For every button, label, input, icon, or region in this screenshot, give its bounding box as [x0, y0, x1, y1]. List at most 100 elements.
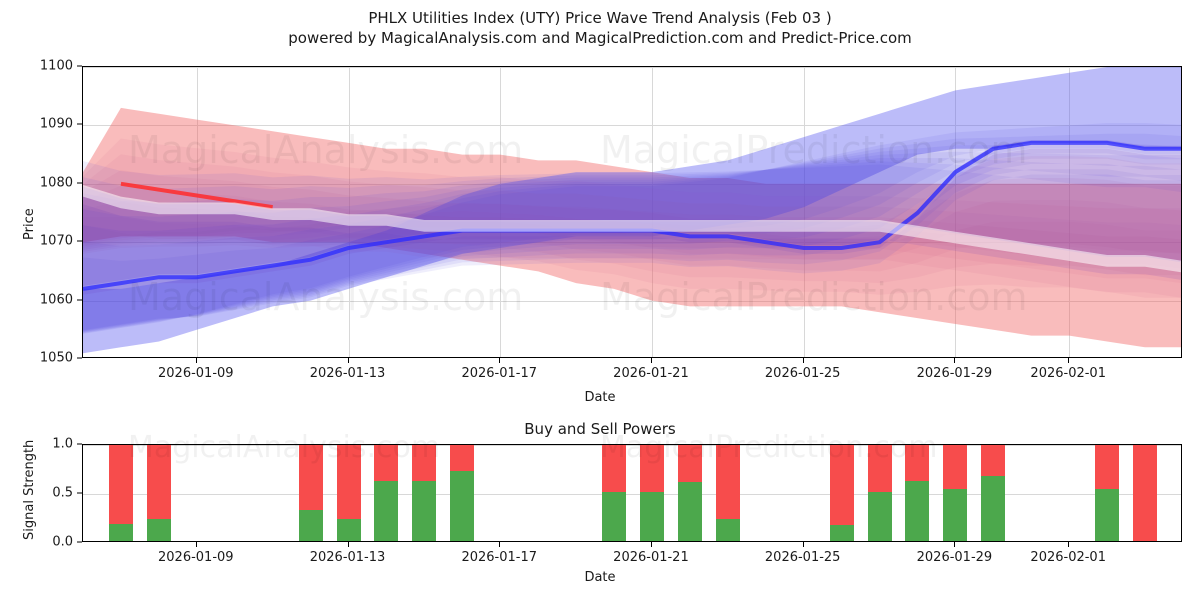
price-gridline-v	[1069, 67, 1071, 357]
sell-power-segment	[905, 445, 930, 482]
signal-y-tick	[77, 443, 82, 445]
signal-y-tick-label: 0.5	[52, 485, 73, 501]
price-x-axis-label: Date	[584, 390, 616, 405]
price-wave-bands	[83, 67, 1181, 354]
signal-bar[interactable]	[450, 445, 475, 541]
signal-y-tick-label: 1.0	[52, 436, 73, 452]
buy-power-segment	[374, 481, 399, 541]
sell-power-segment	[867, 445, 892, 492]
buy-power-segment	[336, 519, 361, 541]
buy-power-segment	[602, 492, 627, 541]
price-x-tick-label: 2026-02-01	[1030, 366, 1106, 381]
price-x-tick	[499, 358, 501, 363]
bull-wave-layer	[83, 151, 1181, 332]
buy-power-segment	[829, 525, 854, 541]
signal-x-tick	[954, 542, 956, 547]
price-y-tick-label: 1100	[39, 58, 73, 74]
bull-wave-layer	[83, 161, 1181, 331]
signal-x-tick-label: 2026-01-13	[309, 550, 386, 565]
signal-x-tick-label: 2026-02-01	[1030, 550, 1106, 565]
sell-power-segment	[146, 445, 171, 520]
signal-x-tick-label: 2026-01-09	[158, 550, 234, 565]
buy-power-segment	[905, 481, 930, 541]
price-plot-surface	[83, 67, 1181, 357]
sell-power-segment	[412, 445, 437, 482]
page-title: PHLX Utilities Index (UTY) Price Wave Tr…	[0, 8, 1200, 48]
signal-chart-axes	[82, 444, 1182, 542]
price-x-tick	[195, 358, 197, 363]
price-y-tick-label: 1080	[39, 175, 73, 191]
signal-bar[interactable]	[1133, 445, 1158, 541]
signal-x-tick	[195, 542, 197, 547]
signal-x-tick-label: 2026-01-25	[764, 550, 841, 565]
price-gridline-v	[500, 67, 502, 357]
signal-bar[interactable]	[639, 445, 664, 541]
signal-gridline-h	[83, 494, 1181, 495]
price-x-tick	[954, 358, 956, 363]
signal-bar[interactable]	[829, 445, 854, 541]
signal-x-tick	[650, 542, 652, 547]
price-x-tick-label: 2026-01-17	[461, 366, 538, 381]
price-y-tick	[77, 357, 82, 359]
signal-bar[interactable]	[602, 445, 627, 541]
signal-bar[interactable]	[905, 445, 930, 541]
signal-bar[interactable]	[412, 445, 437, 541]
signal-bar[interactable]	[715, 445, 740, 541]
sell-power-segment	[450, 445, 475, 472]
chart-title-line2: powered by MagicalAnalysis.com and Magic…	[288, 29, 912, 47]
buy-power-segment	[943, 489, 968, 541]
signal-gridline-h	[83, 445, 1181, 446]
signal-x-tick	[347, 542, 349, 547]
sell-power-segment	[677, 445, 702, 483]
price-y-tick-label: 1070	[39, 233, 73, 249]
sell-power-segment	[943, 445, 968, 490]
sell-power-segment	[336, 445, 361, 520]
price-x-tick	[347, 358, 349, 363]
price-gridline-h	[83, 242, 1181, 244]
signal-bar[interactable]	[677, 445, 702, 541]
signal-bar[interactable]	[981, 445, 1006, 541]
signal-bar[interactable]	[336, 445, 361, 541]
bear-wave-layer	[83, 154, 1181, 284]
signal-y-axis-label: Signal Strength	[22, 439, 37, 540]
bull-wave-layer	[83, 144, 1181, 333]
signal-bar[interactable]	[1095, 445, 1120, 541]
signal-x-axis-label: Date	[584, 570, 616, 585]
price-x-tick	[802, 358, 804, 363]
sell-power-segment	[715, 445, 740, 520]
price-x-tick-label: 2026-01-29	[916, 366, 993, 381]
bull-envelope-band	[83, 67, 1181, 354]
buy-power-segment	[450, 471, 475, 541]
buy-power-segment	[981, 476, 1006, 541]
signal-bar[interactable]	[374, 445, 399, 541]
signal-bar[interactable]	[146, 445, 171, 541]
signal-x-tick	[1068, 542, 1070, 547]
price-y-tick	[77, 65, 82, 67]
signal-bar[interactable]	[867, 445, 892, 541]
signal-y-tick-label: 0.0	[52, 534, 73, 550]
price-gridline-v	[803, 67, 805, 357]
signal-bar[interactable]	[943, 445, 968, 541]
signal-bar[interactable]	[108, 445, 133, 541]
signal-x-tick-label: 2026-01-29	[916, 550, 993, 565]
wave-core-band	[83, 148, 1181, 295]
signal-x-tick-label: 2026-01-21	[613, 550, 689, 565]
price-y-tick	[77, 299, 82, 301]
bear-wave-layer	[83, 199, 1181, 269]
bull-wave-layer	[83, 133, 1181, 334]
envelope-gap	[83, 185, 1181, 273]
signal-x-tick	[802, 542, 804, 547]
sell-power-segment	[1133, 445, 1158, 541]
buy-power-segment	[715, 519, 740, 541]
price-gridline-v	[348, 67, 350, 357]
price-gridline-h	[83, 183, 1181, 185]
signal-bar[interactable]	[298, 445, 323, 541]
sell-power-segment	[298, 445, 323, 510]
signal-y-tick	[77, 541, 82, 543]
signal-y-tick	[77, 492, 82, 494]
price-y-tick	[77, 240, 82, 242]
buy-power-segment	[867, 492, 892, 541]
price-x-tick	[650, 358, 652, 363]
sell-power-segment	[639, 445, 664, 492]
buy-power-segment	[677, 482, 702, 541]
